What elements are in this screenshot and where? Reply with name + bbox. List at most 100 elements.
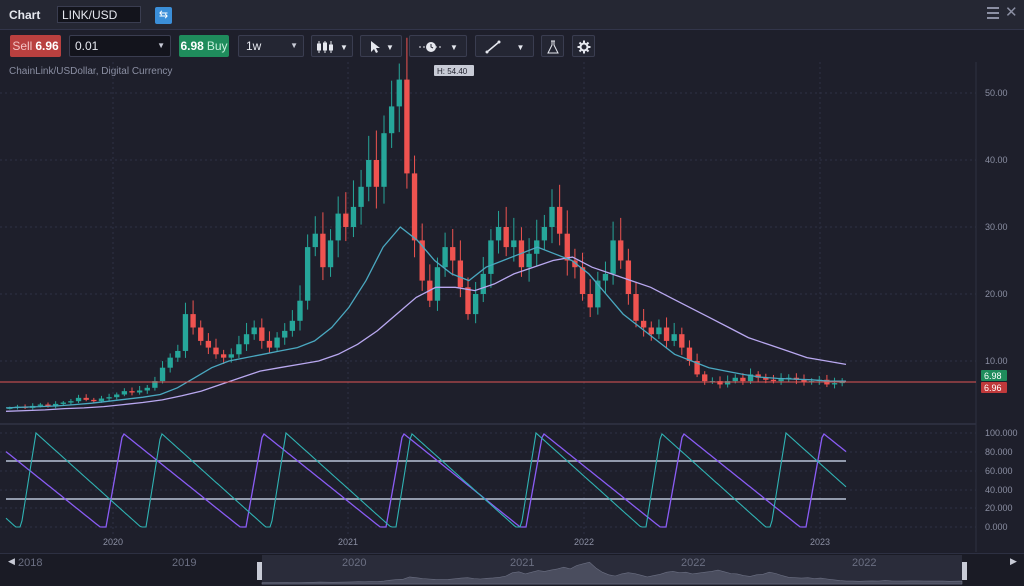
candle-body bbox=[694, 361, 700, 375]
fast-moving-average-line bbox=[5, 226, 846, 409]
candle-body bbox=[243, 334, 250, 345]
candle-body bbox=[488, 240, 494, 274]
candle-body bbox=[801, 379, 807, 383]
drawing-tools-button[interactable]: ▼ bbox=[475, 35, 534, 57]
candle-body bbox=[656, 327, 662, 335]
time-button[interactable]: ▼ bbox=[409, 35, 467, 57]
candle-body bbox=[45, 404, 51, 407]
candle-body bbox=[190, 314, 196, 328]
scroll-right-icon[interactable]: ▶ bbox=[1010, 556, 1017, 566]
candle-body bbox=[297, 300, 303, 321]
navigator-year-label: 2019 bbox=[172, 557, 196, 569]
candle-body bbox=[144, 387, 150, 391]
x-axis-label: 2023 bbox=[810, 537, 830, 547]
candle-body bbox=[717, 381, 723, 385]
ask-price-tag: 6.98 bbox=[981, 370, 1007, 381]
candle-body bbox=[763, 377, 769, 380]
scroll-left-icon[interactable]: ◀ bbox=[8, 556, 15, 566]
candle-body bbox=[159, 367, 166, 382]
candle-body bbox=[679, 334, 685, 348]
candle-body bbox=[136, 390, 143, 393]
candle-body bbox=[831, 383, 838, 385]
candle-body bbox=[709, 381, 716, 383]
sell-price: 6.96 bbox=[35, 39, 59, 53]
candle-body bbox=[60, 402, 66, 404]
candle-body bbox=[587, 294, 593, 308]
settings-button[interactable] bbox=[572, 35, 595, 57]
price-tick: 10.00 bbox=[985, 356, 1008, 366]
interval-select[interactable]: 1w ▼ bbox=[238, 35, 304, 57]
candle-body bbox=[152, 381, 158, 388]
candle-body bbox=[702, 374, 708, 382]
candle-body bbox=[434, 267, 441, 301]
candle-body bbox=[335, 213, 341, 241]
oscillator-tick: 20.000 bbox=[985, 503, 1013, 513]
oscillator-line-a bbox=[5, 433, 847, 528]
bid-price-tag-text: 6.96 bbox=[984, 383, 1002, 393]
cursor-button[interactable]: ▼ bbox=[360, 35, 402, 57]
window-titlebar: Chart LINK/USD ⇆ ✕ bbox=[0, 0, 1024, 30]
candle-body bbox=[30, 405, 36, 408]
candle-body bbox=[610, 240, 616, 274]
candle-body bbox=[465, 287, 471, 315]
candle-body bbox=[205, 340, 212, 348]
candle-body bbox=[251, 327, 257, 335]
candle-body bbox=[404, 79, 410, 174]
candle-body bbox=[106, 397, 112, 399]
chart-type-button[interactable]: ▼ bbox=[311, 35, 353, 57]
quantity-value: 0.01 bbox=[75, 39, 99, 53]
x-axis-label: 2022 bbox=[574, 537, 594, 547]
candle-body bbox=[747, 374, 754, 382]
ask-price-tag-text: 6.98 bbox=[984, 371, 1002, 381]
candle-body bbox=[22, 406, 28, 408]
candle-body bbox=[381, 133, 387, 187]
candle-body bbox=[259, 327, 265, 341]
high-label: H: 54.40 bbox=[437, 67, 468, 76]
candle-body bbox=[526, 253, 532, 268]
navigator-year-label: 2021 bbox=[510, 557, 534, 569]
sell-label: Sell bbox=[12, 39, 33, 53]
buy-label: Buy bbox=[206, 39, 228, 53]
candle-body bbox=[427, 280, 433, 301]
candle-body bbox=[755, 374, 761, 378]
candle-body bbox=[304, 247, 311, 301]
candle-body bbox=[824, 379, 830, 385]
candle-body bbox=[541, 227, 548, 241]
candle-body bbox=[68, 401, 74, 403]
candle-body bbox=[503, 227, 509, 248]
close-icon[interactable]: ✕ bbox=[1005, 4, 1018, 21]
navigator-year-label: 2022 bbox=[852, 557, 876, 569]
price-chart[interactable]: 50.00 40.00 30.00 20.00 10.00 6.98 6.96 … bbox=[0, 0, 1024, 552]
bid-price-tag: 6.96 bbox=[981, 382, 1007, 393]
candle-body bbox=[358, 186, 364, 207]
candle-body bbox=[37, 404, 44, 406]
window-title: Chart bbox=[9, 8, 41, 22]
oscillator-tick: 100.000 bbox=[985, 428, 1018, 438]
candle-body bbox=[327, 240, 334, 268]
sell-button[interactable]: Sell 6.96 bbox=[10, 35, 61, 57]
time-navigator[interactable]: 2018 2019 2020 2021 2022 2022 2023 bbox=[0, 553, 1024, 586]
candle-body bbox=[121, 391, 128, 395]
indicators-button[interactable] bbox=[541, 35, 564, 57]
chevron-down-icon: ▼ bbox=[157, 41, 165, 50]
candle-body bbox=[495, 227, 502, 241]
hamburger-menu-icon[interactable] bbox=[987, 7, 999, 19]
buy-button[interactable]: 6.98 Buy bbox=[179, 35, 229, 57]
symbol-input[interactable]: LINK/USD bbox=[57, 6, 141, 23]
quantity-select[interactable]: 0.01 ▼ bbox=[69, 35, 171, 57]
candle-body bbox=[114, 394, 120, 398]
candle-body bbox=[52, 403, 59, 407]
candle-body bbox=[549, 206, 555, 227]
interval-value: 1w bbox=[246, 39, 262, 53]
link-icon[interactable]: ⇆ bbox=[155, 7, 172, 24]
candle-body bbox=[419, 240, 425, 281]
candles-icon bbox=[317, 40, 334, 53]
candle-body bbox=[83, 397, 89, 400]
candle-body bbox=[556, 206, 563, 234]
candle-body bbox=[663, 327, 670, 341]
candle-body bbox=[793, 377, 800, 380]
candle-body bbox=[450, 247, 456, 261]
candle-body bbox=[373, 160, 380, 187]
candle-body bbox=[633, 294, 639, 321]
candle-body bbox=[320, 233, 326, 268]
